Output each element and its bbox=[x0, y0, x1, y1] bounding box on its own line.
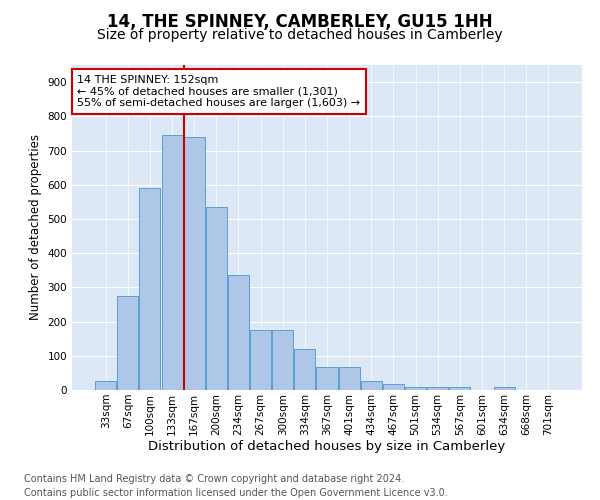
Bar bbox=[206, 207, 227, 390]
X-axis label: Distribution of detached houses by size in Camberley: Distribution of detached houses by size … bbox=[148, 440, 506, 454]
Bar bbox=[361, 382, 382, 390]
Bar bbox=[494, 386, 515, 390]
Text: 14, THE SPINNEY, CAMBERLEY, GU15 1HH: 14, THE SPINNEY, CAMBERLEY, GU15 1HH bbox=[107, 12, 493, 30]
Bar bbox=[295, 349, 316, 390]
Bar bbox=[161, 135, 182, 390]
Y-axis label: Number of detached properties: Number of detached properties bbox=[29, 134, 42, 320]
Bar bbox=[449, 386, 470, 390]
Bar bbox=[95, 381, 116, 390]
Bar bbox=[184, 137, 205, 390]
Bar bbox=[272, 330, 293, 390]
Bar bbox=[228, 276, 249, 390]
Bar bbox=[250, 330, 271, 390]
Bar bbox=[118, 296, 139, 390]
Text: 14 THE SPINNEY: 152sqm
← 45% of detached houses are smaller (1,301)
55% of semi-: 14 THE SPINNEY: 152sqm ← 45% of detached… bbox=[77, 74, 360, 108]
Bar bbox=[405, 386, 426, 390]
Text: Size of property relative to detached houses in Camberley: Size of property relative to detached ho… bbox=[97, 28, 503, 42]
Bar bbox=[338, 366, 359, 390]
Text: Contains HM Land Registry data © Crown copyright and database right 2024.
Contai: Contains HM Land Registry data © Crown c… bbox=[24, 474, 448, 498]
Bar bbox=[316, 366, 338, 390]
Bar bbox=[383, 384, 404, 390]
Bar bbox=[427, 386, 448, 390]
Bar bbox=[139, 188, 160, 390]
